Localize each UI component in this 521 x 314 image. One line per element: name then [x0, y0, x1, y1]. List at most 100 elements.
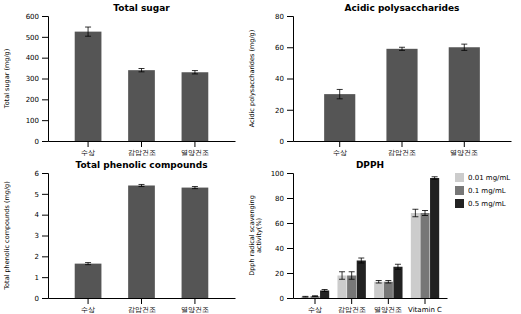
error-bar [395, 264, 401, 269]
tick: Vitamin C [408, 298, 442, 314]
tick: 열양건조 [450, 141, 478, 157]
tick-label: Vitamin C [408, 306, 442, 314]
bar [320, 291, 329, 299]
error-bar [432, 177, 438, 180]
y-axis-title-line: activity(%) [255, 218, 263, 253]
legend-swatch [455, 199, 464, 208]
tick: 300 [26, 75, 48, 83]
tick-label: 감압건조 [338, 306, 366, 314]
tick: 0 [35, 138, 48, 146]
bar [75, 32, 102, 141]
bar [357, 261, 366, 299]
tick-mark [42, 16, 48, 17]
plot-area [324, 44, 480, 141]
tick-label: 400 [26, 54, 39, 62]
tick: 500 [26, 34, 48, 42]
tick-label: 5 [35, 191, 39, 199]
tick: 40 [275, 75, 293, 83]
bar [324, 94, 355, 141]
y-axis: 020406080 [275, 13, 293, 146]
tick: 열양건조 [181, 298, 209, 314]
error-bar [192, 187, 198, 189]
tick: 1 [35, 274, 48, 282]
panel: 수상감압건조열양건조0123456Total phenolic compound… [3, 160, 236, 314]
tick-mark [287, 79, 293, 80]
tick: 100 [26, 117, 48, 125]
tick: 수상 [81, 141, 95, 157]
tick-mark [287, 47, 293, 48]
tick: 60 [275, 220, 293, 228]
error-bar [339, 272, 345, 280]
bar-series [320, 177, 439, 298]
y-axis: 0123456 [35, 170, 49, 303]
tick: 0 [35, 295, 48, 303]
bar [393, 267, 402, 298]
tick-mark [141, 298, 142, 304]
error-bar [412, 209, 418, 217]
y-axis-title-line: Total phenolic compounds (mg/g) [3, 181, 11, 291]
legend-item: 0.1 mg/mL [455, 186, 506, 195]
tick: 열양건조 [181, 141, 209, 157]
x-axis: 수상감압건조 열양건조 [49, 141, 236, 157]
bar-series [324, 44, 480, 141]
tick-mark [88, 141, 89, 147]
tick-label: 6 [35, 170, 40, 178]
tick: 감압건조 [128, 141, 156, 157]
tick-mark [42, 298, 48, 299]
tick-mark [42, 141, 48, 142]
bar [386, 49, 417, 141]
error-bar [337, 89, 343, 98]
tick-mark [42, 194, 48, 195]
tick: 0 [280, 138, 293, 146]
y-axis-title-line: Total sugar (mg/g) [3, 49, 11, 109]
tick-mark [88, 298, 89, 304]
bar [420, 213, 429, 298]
title: Acidic polysaccharides [345, 3, 460, 13]
tick-label: 열양건조 [181, 149, 209, 157]
panel: 수상감압건조열양건조Vitamin C020406080100DPPHDpph … [248, 160, 510, 314]
error-bar [139, 69, 145, 72]
tick-label: 40 [275, 75, 284, 83]
tick-mark [464, 141, 465, 147]
legend-label: 0.1 mg/mL [468, 187, 506, 195]
tick: 감압건조 [388, 141, 416, 157]
tick-label: 300 [26, 75, 39, 83]
tick: 감압건조 [338, 298, 366, 314]
tick-label: 감압건조 [128, 149, 156, 157]
tick-mark [287, 198, 293, 199]
bar [128, 186, 155, 299]
error-bar [302, 296, 308, 298]
tick-label: 2 [35, 253, 39, 261]
tick: 3 [35, 232, 48, 240]
plot-area [75, 184, 209, 298]
panel: 수상감압건조열양건조020406080Acidic polysaccharide… [248, 3, 512, 157]
axis-line [287, 174, 294, 299]
tick-mark [42, 37, 48, 38]
tick-mark [42, 236, 48, 237]
tick-mark [287, 298, 293, 299]
legend-item: 0.5 mg/mL [455, 199, 506, 208]
tick-mark [287, 173, 293, 174]
tick: 2 [35, 253, 48, 261]
tick-label: 60 [275, 220, 284, 228]
tick-label: 20 [275, 270, 284, 278]
error-bar [422, 211, 428, 216]
x-axis: 수상감압건조 열양건조 Vitamin C [294, 298, 448, 314]
error-bar [139, 184, 145, 186]
tick-mark [287, 141, 293, 142]
tick: 수상 [308, 298, 322, 314]
y-axis: 020406080100 [271, 170, 294, 303]
legend: 0.01 mg/mL0.1 mg/mL0.5 mg/mL [455, 173, 510, 208]
tick-label: 열양건조 [374, 306, 402, 314]
tick: 80 [275, 13, 293, 21]
title: Total phenolic compounds [75, 160, 207, 170]
tick: 감압건조 [128, 298, 156, 314]
tick-mark [42, 79, 48, 80]
tick-mark [42, 58, 48, 59]
tick-mark [425, 298, 426, 304]
error-bar [349, 272, 355, 280]
tick-label: 20 [275, 106, 284, 114]
legend-swatch [455, 186, 464, 195]
bar [384, 282, 393, 298]
tick-label: 감압건조 [388, 149, 416, 157]
